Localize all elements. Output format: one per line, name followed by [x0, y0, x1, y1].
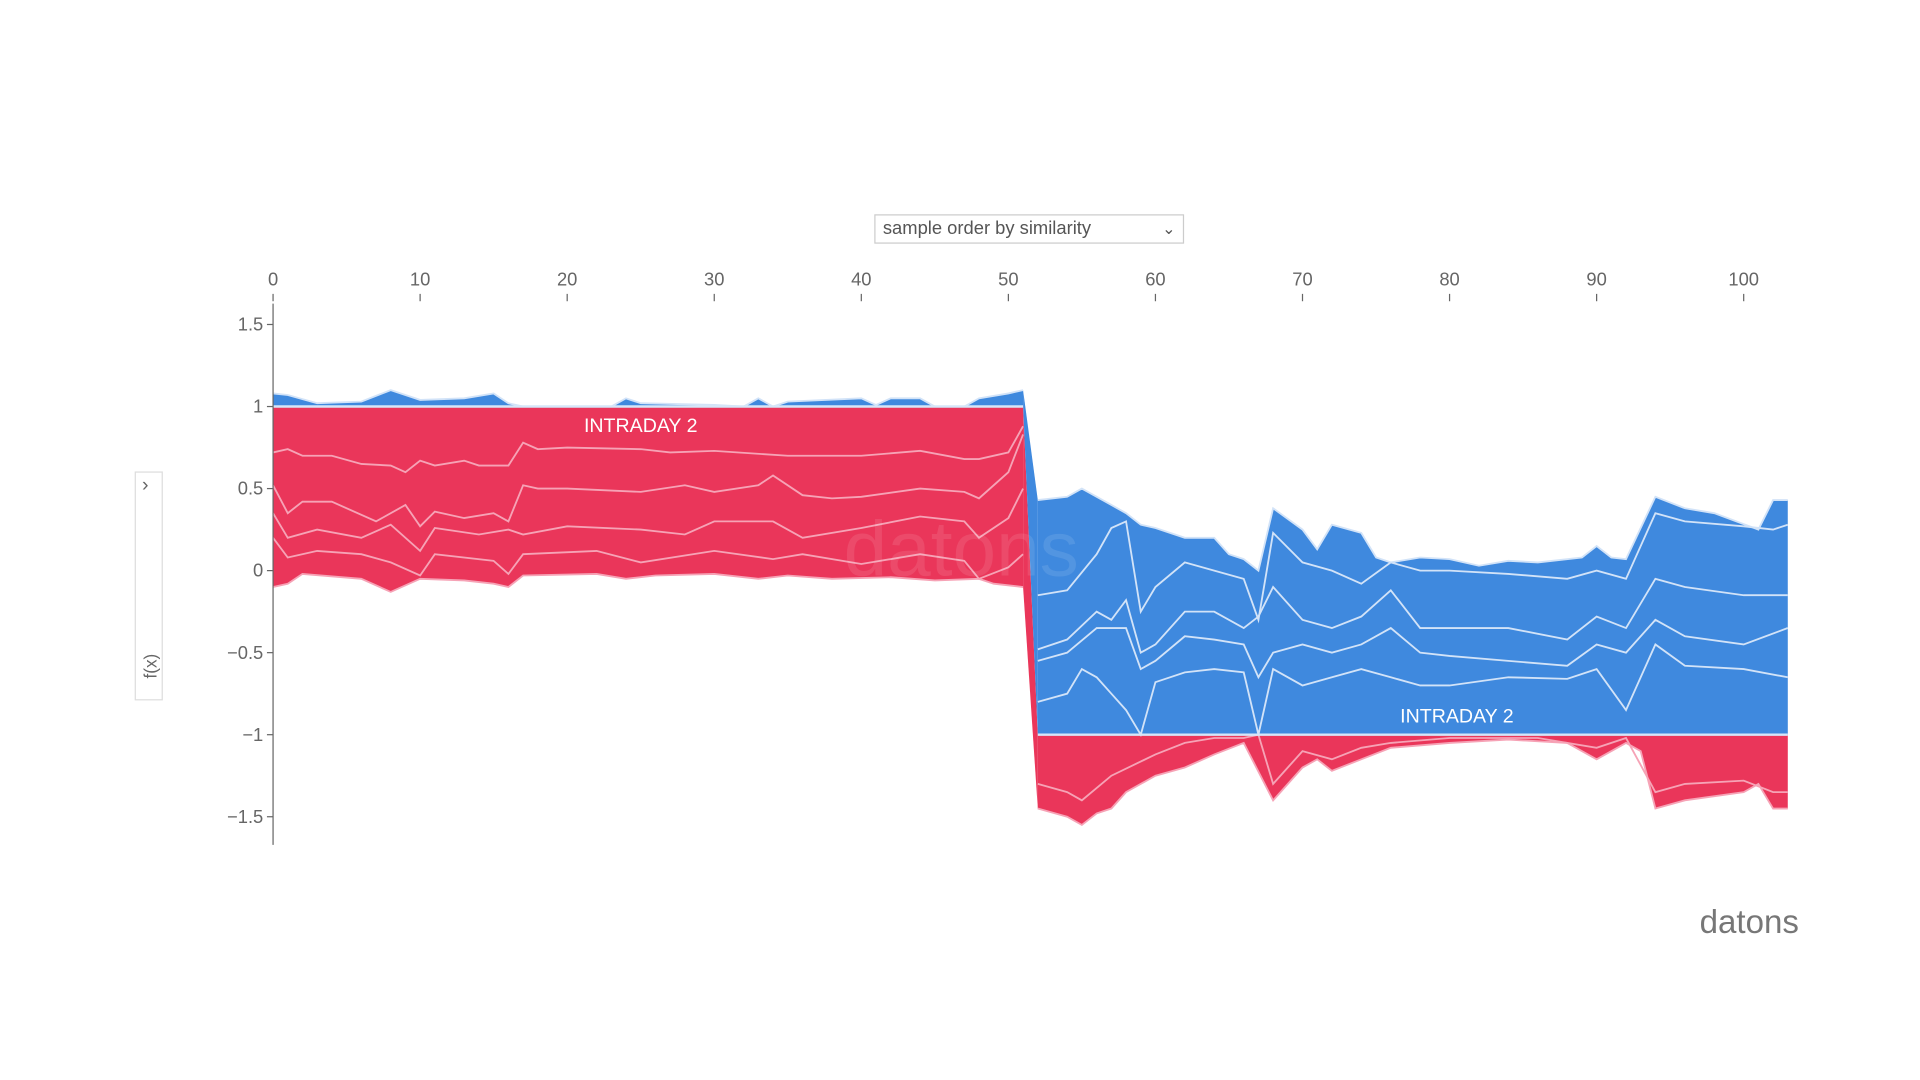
chevron-right-icon[interactable]: › [142, 475, 149, 496]
plot-areas [272, 389, 1789, 827]
negative-feature-boundary [1037, 618, 1789, 680]
x-tick-label: 90 [1586, 268, 1606, 289]
chevron-down-icon: ⌄ [1162, 219, 1176, 238]
negative-outer-edge [1037, 487, 1788, 573]
feature-label: INTRADAY 2 [1400, 705, 1514, 727]
y-tick-label: 0 [253, 560, 263, 581]
positive-outer-edge [272, 572, 1024, 593]
y-axis-selector[interactable]: › f(x) [134, 471, 163, 701]
negative-feature-boundary [1037, 577, 1788, 655]
x-tick-label: 0 [268, 268, 278, 289]
positive-feature-boundary [272, 488, 1024, 553]
brand-logo-text: datons [1699, 903, 1799, 941]
sample-order-dropdown[interactable]: sample order by similarity ⌄ [874, 214, 1185, 244]
y-tick-label: 0.5 [238, 478, 264, 499]
x-tick-label: 80 [1439, 268, 1459, 289]
negative-outer-edge [272, 389, 1024, 408]
negative-effect-area [273, 390, 1024, 407]
positive-feature-boundary [272, 434, 1024, 528]
x-tick-label: 10 [410, 268, 430, 289]
x-tick-label: 70 [1292, 268, 1312, 289]
y-tick-label: 1.5 [238, 314, 264, 335]
y-tick-label: −1.5 [227, 806, 263, 827]
chart-watermark: datons [844, 505, 1079, 593]
positive-outer-edge [1037, 738, 1788, 827]
positive-feature-boundary [272, 425, 1024, 474]
y-axis-label: f(x) [140, 653, 161, 679]
feature-label: INTRADAY 2 [584, 415, 698, 437]
transition-positive-area [1023, 406, 1038, 809]
x-tick-label: 40 [851, 268, 871, 289]
axes: 1.5 1 0.5 0 −0.5 −1 −1.5 0 10 20 30 40 50 60 70 80 90 100 [227, 268, 1759, 845]
y-tick-label: 1 [253, 396, 263, 417]
transition-negative-area [1023, 390, 1038, 735]
positive-effect-area [1037, 734, 1788, 825]
dropdown-value: sample order by similarity [882, 217, 1092, 239]
negative-feature-boundary [1037, 512, 1789, 624]
x-tick-label: 20 [557, 268, 577, 289]
x-tick-label: 50 [998, 268, 1018, 289]
negative-feature-boundary [1037, 643, 1788, 738]
x-tick-label: 60 [1145, 268, 1165, 289]
segment-labels: INTRADAY 2 INTRADAY 2 [584, 415, 1514, 727]
y-tick-label: −1 [242, 724, 263, 745]
positive-effect-area [273, 406, 1024, 592]
x-tick-label: 30 [704, 268, 724, 289]
x-tick-label: 100 [1728, 268, 1759, 289]
positive-feature-boundary [1037, 733, 1788, 802]
y-tick-label: −0.5 [227, 642, 263, 663]
positive-feature-boundary [272, 537, 1024, 580]
